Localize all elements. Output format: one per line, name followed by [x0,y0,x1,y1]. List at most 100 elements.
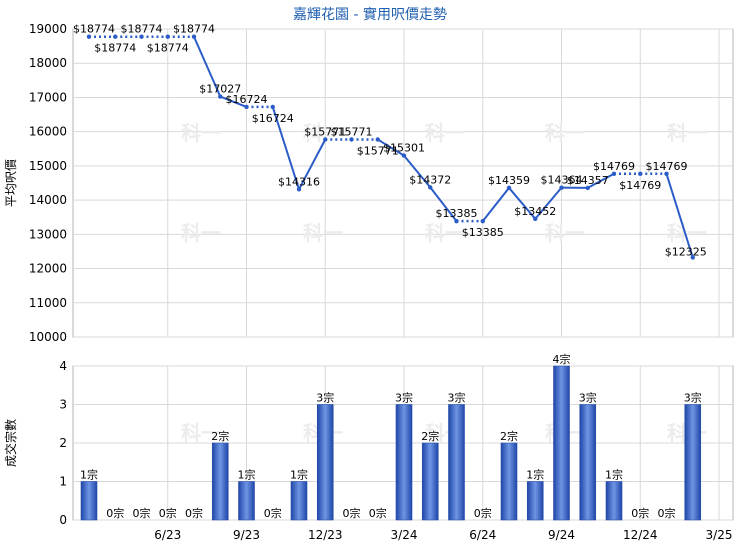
x-tick-label: 6/24 [469,528,496,542]
volume-bar [80,481,98,521]
price-data-label: $14359 [488,174,530,187]
price-data-label: $15771 [304,126,346,139]
volume-data-label: 0宗 [185,506,203,520]
price-data-label: $14769 [619,179,661,192]
x-tick-label: 9/23 [233,528,260,542]
price-data-label: $13452 [514,205,556,218]
price-y-axis-title: 平均呎價 [4,159,18,207]
volume-data-label: 2宗 [211,429,229,443]
chart-title: 嘉輝花園 - 實用呎價走勢 [293,6,447,23]
price-data-label: $18774 [73,23,115,36]
price-data-label: $15771 [357,145,399,158]
price-point [611,171,617,176]
price-data-label: $18774 [147,42,189,55]
volume-bar [553,365,570,521]
watermark-text: 科一 [181,421,221,445]
price-data-label: $16724 [226,93,268,106]
price-data-label: $14769 [646,160,688,173]
price-data-label: $15301 [383,142,425,155]
volume-data-label: 2宗 [500,429,518,443]
price-y-tick-label: 18000 [29,56,67,70]
price-point [165,34,170,39]
volume-data-label: 0宗 [343,506,361,520]
price-plot-area [72,28,734,338]
volume-data-label: 1宗 [526,468,544,482]
volume-y-tick-label: 3 [59,398,67,412]
volume-bar [238,481,255,521]
volume-bar [526,481,544,521]
price-y-tick-label: 16000 [29,125,67,139]
volume-bar [316,404,334,521]
volume-bar [579,404,597,521]
x-tick-label: 9/24 [548,528,575,542]
watermark-text: 科一 [545,221,585,245]
price-point [428,185,433,190]
price-line-segment [193,36,222,97]
price-data-label: $18774 [121,23,163,36]
volume-data-label: 0宗 [159,506,177,520]
volume-data-label: 1宗 [80,468,98,482]
volume-y-tick-label: 0 [59,513,67,527]
price-data-label: $14357 [567,174,609,187]
price-line-segment [665,173,694,258]
price-trend-panel: 10000 11000 12000 13000 14000 15000 16000 17000… [4,22,734,344]
price-data-label: $14364 [541,174,583,187]
volume-bar [421,442,439,521]
price-point [323,137,328,142]
price-line-segment [534,187,563,220]
price-point [139,34,144,39]
x-tick-label: 6/23 [154,528,181,542]
price-y-tick-label: 15000 [29,159,67,173]
watermark-text: 科一 [303,221,343,245]
price-point [296,187,302,192]
price-data-label: $16724 [252,112,294,125]
price-line-segment [298,139,327,190]
price-y-tick-label: 12000 [29,262,67,276]
price-point [191,34,197,39]
price-point [559,185,564,190]
volume-data-label: 3宗 [316,391,334,405]
volume-bar [211,442,229,521]
volume-data-label: 1宗 [238,468,256,482]
x-tick-label: 12/24 [623,528,658,542]
price-point [690,255,695,260]
price-point [480,218,485,224]
volume-data-label: 0宗 [264,506,282,520]
price-point [638,171,643,176]
price-data-label: $18774 [173,23,215,36]
price-line-segment [377,138,405,157]
price-data-label: $18774 [94,42,136,55]
volume-data-label: 0宗 [106,506,124,520]
x-tick-label: 12/23 [308,528,343,542]
volume-data-label: 0宗 [369,506,387,520]
watermark-text: 科一 [303,121,343,145]
price-data-label: $13385 [436,207,478,220]
volume-data-label: 3宗 [579,391,597,405]
price-point [270,104,275,110]
volume-data-label: 0宗 [474,506,492,520]
x-tick-label: 3/25 [706,528,733,542]
price-point [218,94,223,99]
price-data-label: $14316 [278,175,320,188]
price-point [113,34,118,39]
price-y-tick-label: 19000 [29,22,67,36]
volume-bar [290,481,308,521]
watermark-text: 科一 [181,221,221,245]
price-point [244,104,249,110]
price-point [585,185,590,191]
price-data-label: $17027 [199,83,241,96]
price-line-segment [219,95,247,108]
price-point [664,171,669,176]
price-point [506,185,512,191]
volume-data-label: 0宗 [658,506,676,520]
price-data-label: $12325 [665,245,707,258]
price-data-label: $15771 [331,126,373,139]
volume-bar [605,481,623,521]
volume-y-axis-title: 成交宗數 [3,419,18,467]
price-line-segment [271,106,300,190]
watermark-text: 科一 [425,221,465,245]
price-line-segment [403,154,432,189]
price-point [533,216,538,222]
volume-data-label: 3宗 [448,391,466,405]
